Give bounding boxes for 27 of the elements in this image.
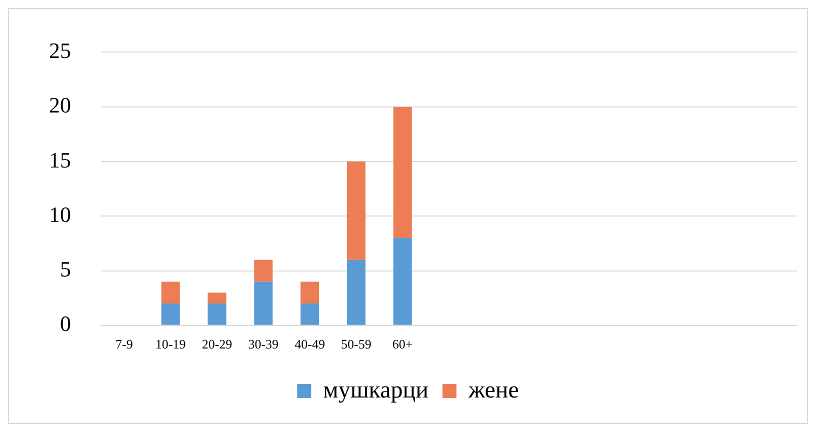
- bar: [161, 304, 180, 325]
- y-tick-label: 25: [49, 38, 71, 63]
- y-tick-label: 10: [49, 202, 71, 227]
- bar: [161, 282, 180, 304]
- bar: [254, 260, 273, 282]
- y-tick-label: 20: [49, 92, 71, 118]
- x-tick-label: 60+: [392, 336, 413, 352]
- y-tick-label: 0: [60, 311, 71, 336]
- x-tick-label: 50-59: [341, 336, 372, 352]
- x-tick-label: 40-49: [294, 336, 325, 352]
- bar: [300, 304, 320, 325]
- x-tick-label: 7-9: [116, 336, 133, 352]
- bar: [346, 161, 366, 260]
- x-tick-label: 10-19: [155, 336, 186, 352]
- bar: [393, 238, 412, 325]
- legend-label: жене: [467, 377, 519, 404]
- y-tick-label: 15: [49, 147, 71, 172]
- bar: [346, 260, 366, 325]
- x-tick-label: 20-29: [202, 336, 232, 352]
- bar: [208, 292, 226, 304]
- bar: [300, 282, 320, 304]
- bar: [254, 282, 273, 325]
- bar: [393, 106, 412, 238]
- y-tick-label: 5: [60, 256, 71, 282]
- bar: [208, 304, 226, 325]
- legend-label: мушкарци: [323, 377, 429, 404]
- x-tick-label: 30-39: [248, 336, 279, 352]
